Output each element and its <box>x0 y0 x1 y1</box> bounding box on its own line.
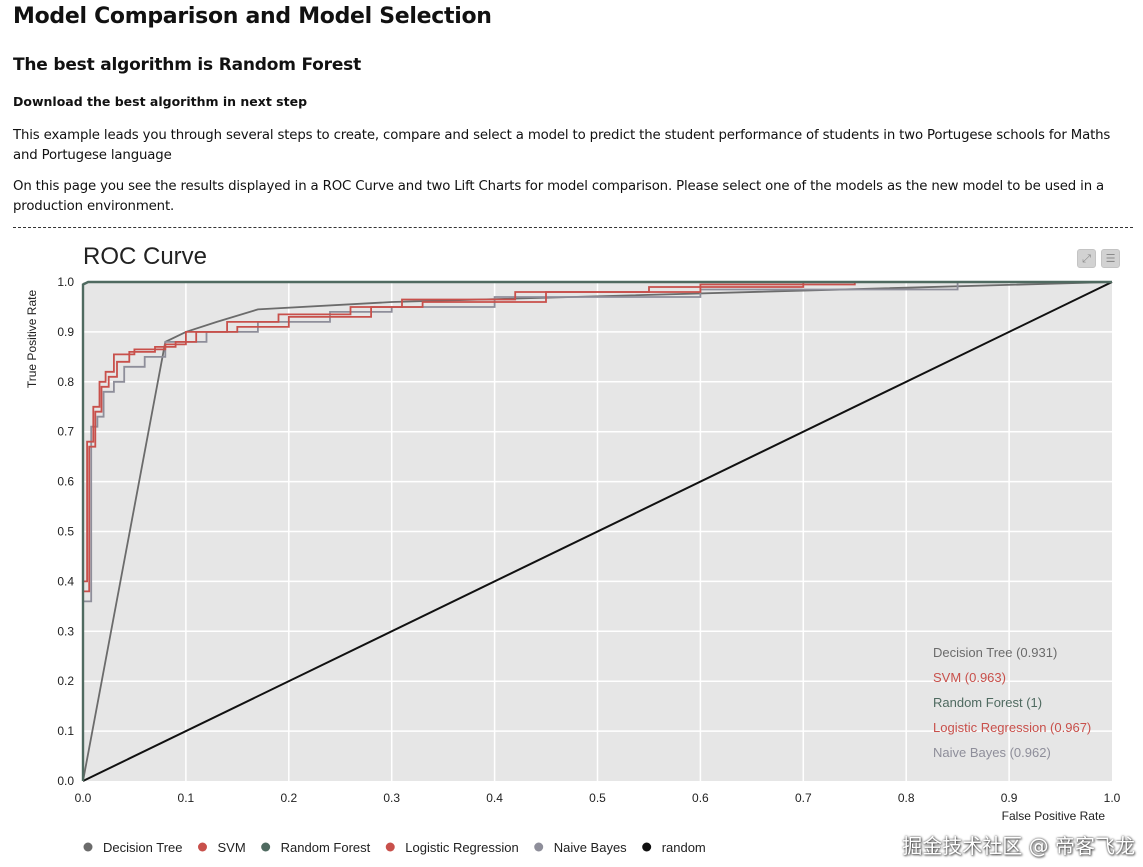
expand-icon: ⤢ <box>1082 251 1091 265</box>
chart-title: ROC Curve <box>83 243 208 270</box>
bottom-legend: Decision Tree SVM Random Forest Logistic Re… <box>83 840 706 855</box>
y-tick-label: 1.0 <box>57 275 74 289</box>
y-axis-label: True Positive Rate <box>25 290 39 389</box>
watermark: 掘金技术社区 @ 帝客飞龙 <box>902 834 1135 858</box>
series-line-decision-tree <box>82 281 1113 782</box>
chart-series <box>81 280 1113 782</box>
chart-axes: 0.0 0.1 0.2 0.3 0.4 0.5 0.6 0.7 0.8 0.9 1.0 0.0 0.1 0… <box>57 275 1120 805</box>
legend-marker <box>534 842 544 852</box>
inner-legend: Decision Tree (0.931) SVM (0.963) Random F… <box>933 645 1091 760</box>
x-tick-label: 0.8 <box>898 791 915 805</box>
intro-paragraph: This example leads you through several s… <box>13 128 1111 163</box>
series-line-logistic-regression <box>82 281 1112 781</box>
series-line-random-forest <box>81 280 1112 781</box>
legend-marker <box>261 842 271 852</box>
x-tick-label: 0.6 <box>692 791 709 805</box>
legend-label: random <box>662 840 706 855</box>
legend-label: Random Forest <box>281 840 371 855</box>
legend-item-random[interactable]: random <box>642 840 706 855</box>
x-tick-label: 0.0 <box>75 791 92 805</box>
legend-item-decision-tree[interactable]: Decision Tree <box>83 840 183 855</box>
legend-label: SVM <box>217 840 245 855</box>
x-tick-label: 0.3 <box>383 791 400 805</box>
legend-item-random-forest[interactable]: Random Forest <box>261 840 371 855</box>
page-title: Model Comparison and Model Selection <box>13 4 492 29</box>
download-note: Download the best algorithm in next step <box>13 94 308 109</box>
menu-icon: ☰ <box>1105 252 1116 265</box>
series-line-svm <box>82 281 1112 781</box>
auc-legend-item: Naive Bayes (0.962) <box>933 745 1051 760</box>
legend-item-svm[interactable]: SVM <box>197 840 246 855</box>
x-tick-label: 0.2 <box>280 791 297 805</box>
legend-marker <box>385 842 395 852</box>
instructions-paragraph: On this page you see the results display… <box>13 179 1105 214</box>
y-tick-label: 0.0 <box>57 774 74 788</box>
y-tick-label: 0.8 <box>57 375 74 389</box>
x-tick-label: 0.4 <box>486 791 503 805</box>
y-tick-label: 0.7 <box>57 425 74 439</box>
y-tick-label: 0.2 <box>57 674 74 688</box>
y-tick-label: 0.1 <box>57 724 74 738</box>
x-tick-label: 0.5 <box>589 791 606 805</box>
y-tick-label: 0.4 <box>57 574 74 588</box>
dashed-divider <box>13 227 1133 228</box>
y-tick-label: 0.3 <box>57 624 74 638</box>
legend-marker <box>642 842 652 852</box>
series-line-random <box>82 281 1113 782</box>
auc-legend-item: Decision Tree (0.931) <box>933 645 1057 660</box>
legend-label: Naive Bayes <box>554 840 627 855</box>
expand-button[interactable]: ⤢ <box>1077 249 1096 268</box>
y-tick-label: 0.9 <box>57 325 74 339</box>
auc-legend-item: SVM (0.963) <box>933 670 1006 685</box>
legend-label: Logistic Regression <box>405 840 518 855</box>
auc-legend-item: Random Forest (1) <box>933 695 1042 710</box>
legend-item-naive-bayes[interactable]: Naive Bayes <box>534 840 627 855</box>
legend-marker <box>83 842 93 852</box>
legend-label: Decision Tree <box>103 840 182 855</box>
chart-menu-button[interactable]: ☰ <box>1101 249 1120 268</box>
auc-legend-item: Logistic Regression (0.967) <box>933 720 1091 735</box>
x-tick-label: 1.0 <box>1104 791 1121 805</box>
plot-background <box>83 282 1112 781</box>
chart-grid <box>83 282 1112 781</box>
legend-item-logistic-regression[interactable]: Logistic Regression <box>385 840 519 855</box>
y-tick-label: 0.6 <box>57 475 74 489</box>
legend-marker <box>197 842 207 852</box>
x-tick-label: 0.1 <box>178 791 195 805</box>
series-line-naive-bayes <box>82 281 1112 781</box>
x-tick-label: 0.9 <box>1001 791 1018 805</box>
x-tick-label: 0.7 <box>795 791 812 805</box>
x-axis-label: False Positive Rate <box>1002 809 1106 823</box>
y-tick-label: 0.5 <box>57 525 74 539</box>
best-algorithm-heading: The best algorithm is Random Forest <box>13 55 361 75</box>
